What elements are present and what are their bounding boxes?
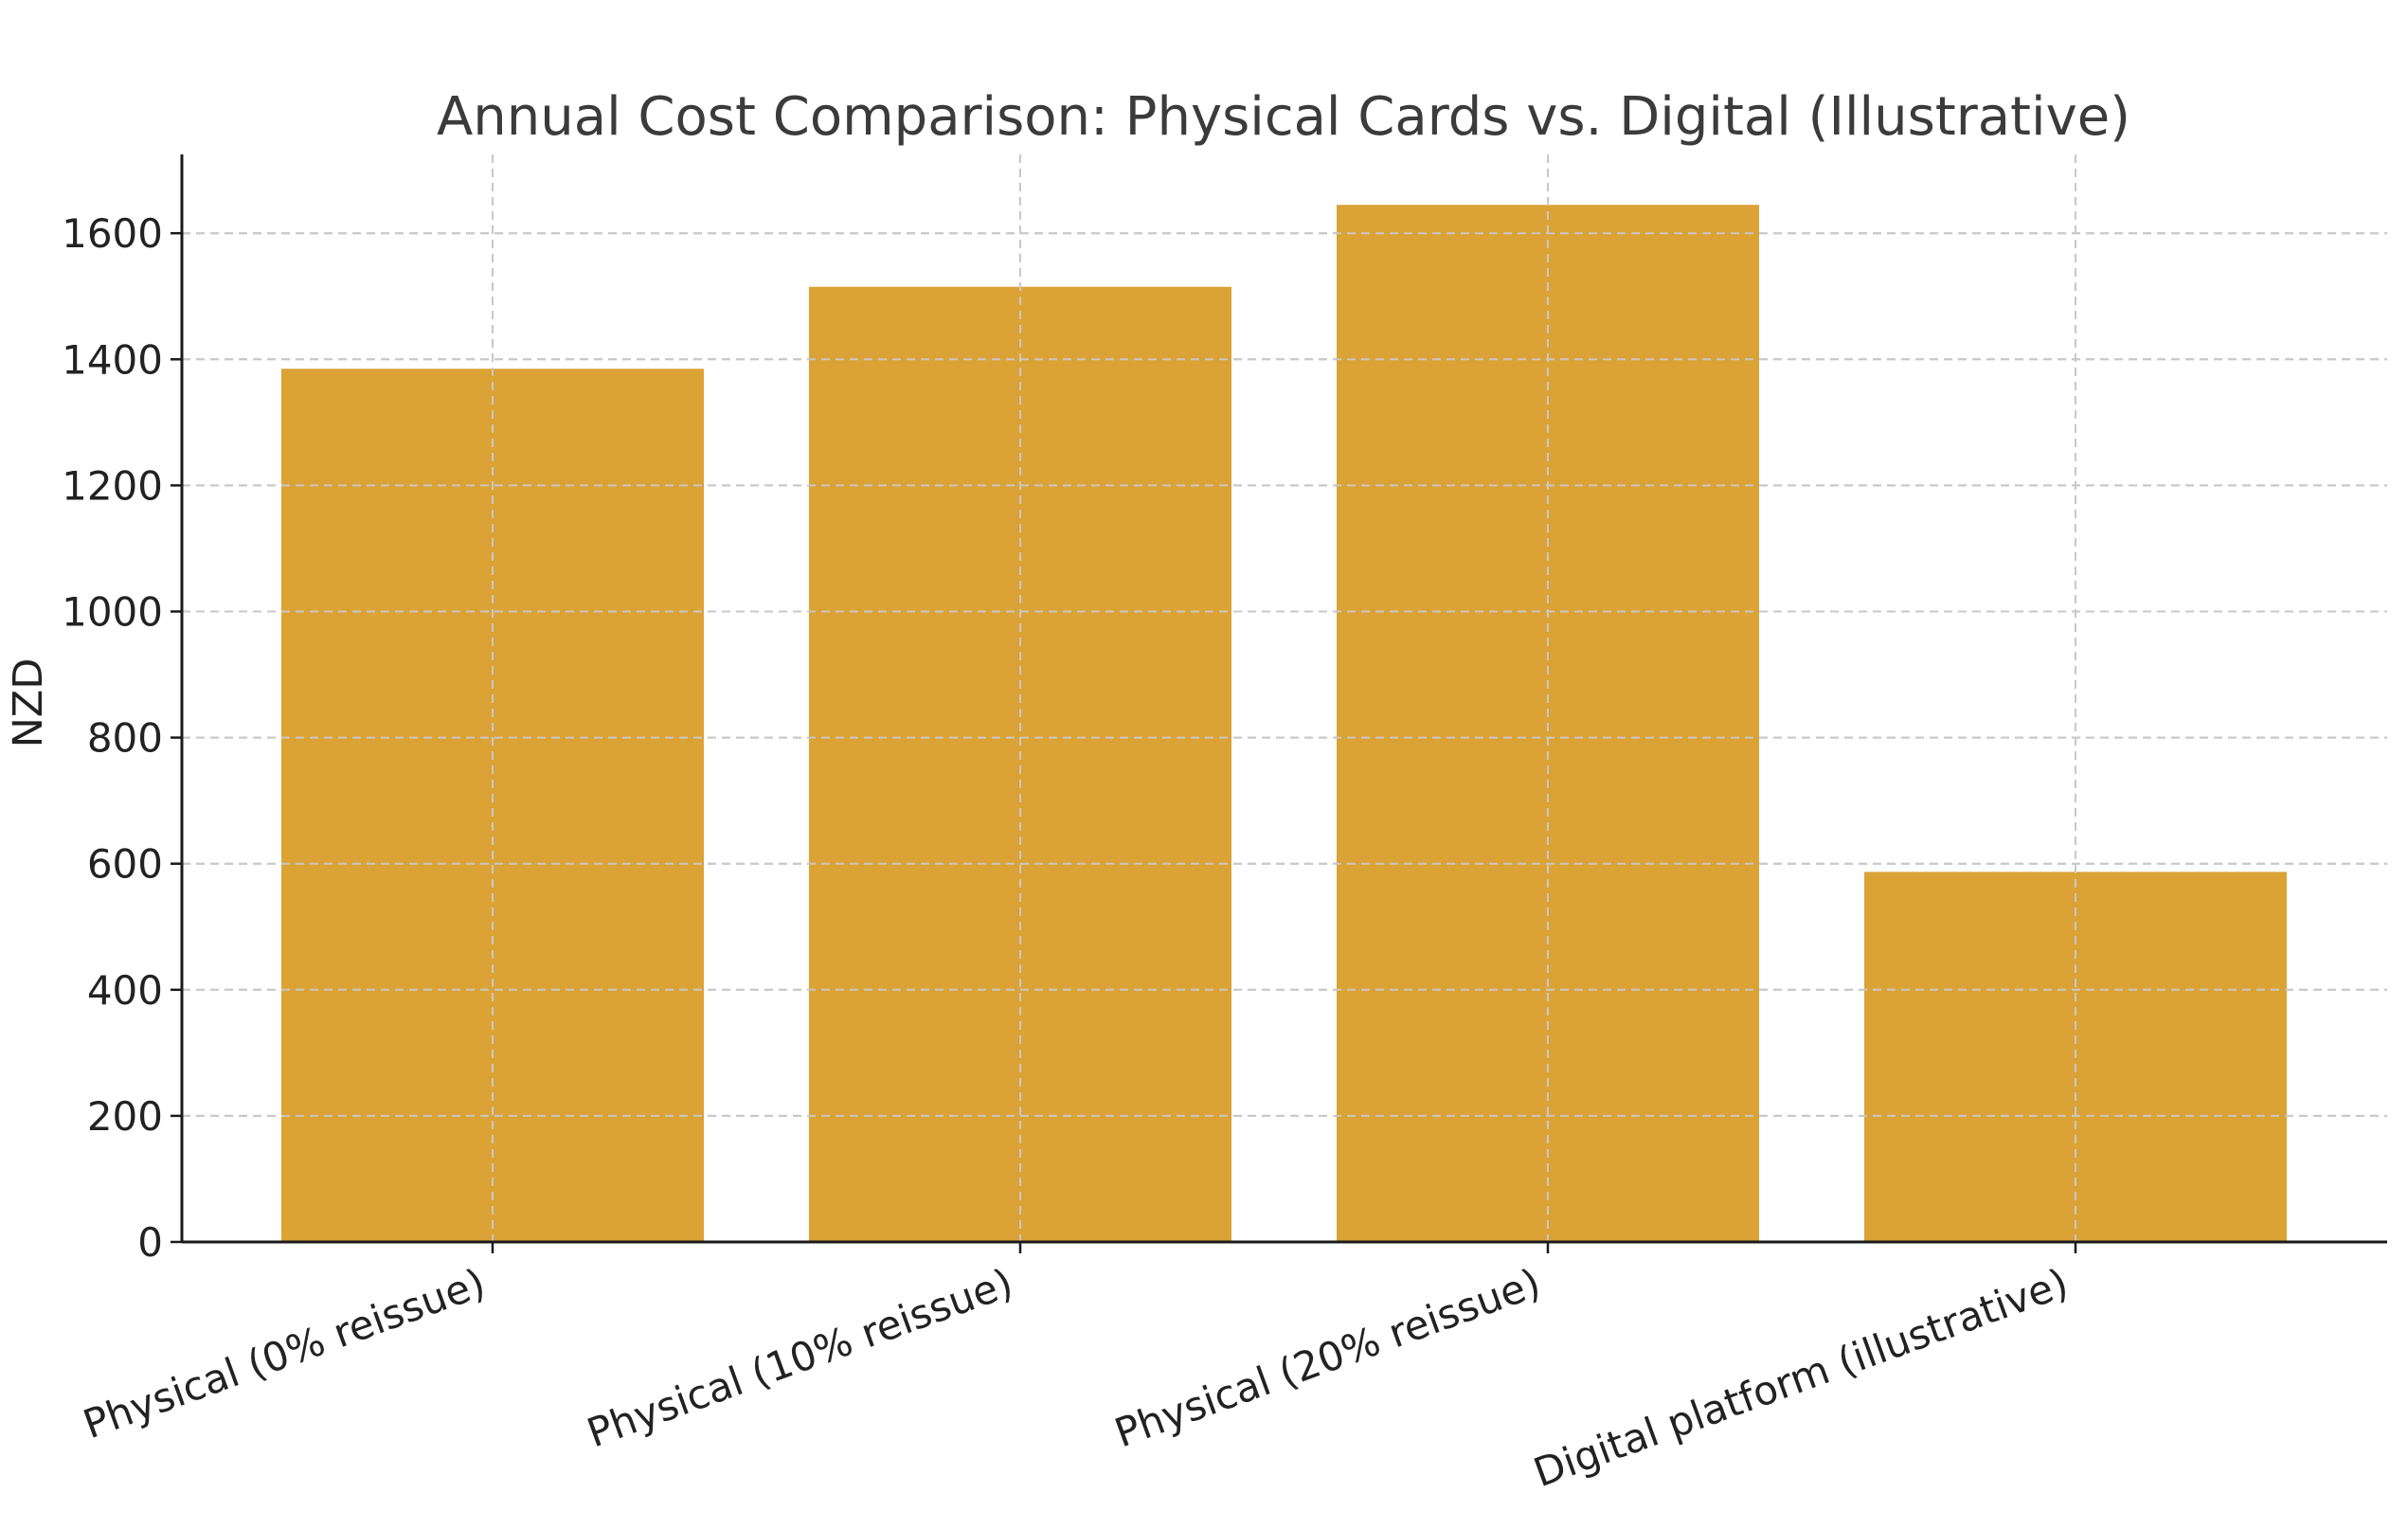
chart-title: Annual Cost Comparison: Physical Cards v… [437,86,2130,148]
axes [171,154,2387,1253]
x-tick-labels: Physical (0% reissue) Physical (10% reiss… [78,1259,2075,1496]
y-tick-label: 1600 [62,210,163,257]
y-tick-label: 800 [87,715,163,762]
x-tick-label: Digital platform (illustrative) [1528,1259,2075,1496]
y-tick-label: 1000 [62,588,163,635]
y-tick-label: 1400 [62,336,163,383]
x-tick-label: Physical (20% reissue) [1108,1259,1546,1456]
y-tick-label: 0 [137,1219,163,1266]
y-axis-label: NZD [5,658,52,748]
y-tick-label: 200 [87,1093,163,1140]
bars [182,154,2387,1242]
y-tick-label: 400 [87,967,163,1014]
x-tick-label: Physical (0% reissue) [78,1259,492,1448]
y-tick-label: 600 [87,841,163,888]
y-tick-labels: 0 200 400 600 800 1000 1200 1400 1600 [62,210,163,1266]
y-tick-label: 1200 [62,462,163,509]
x-tick-label: Physical (10% reissue) [581,1259,1018,1456]
